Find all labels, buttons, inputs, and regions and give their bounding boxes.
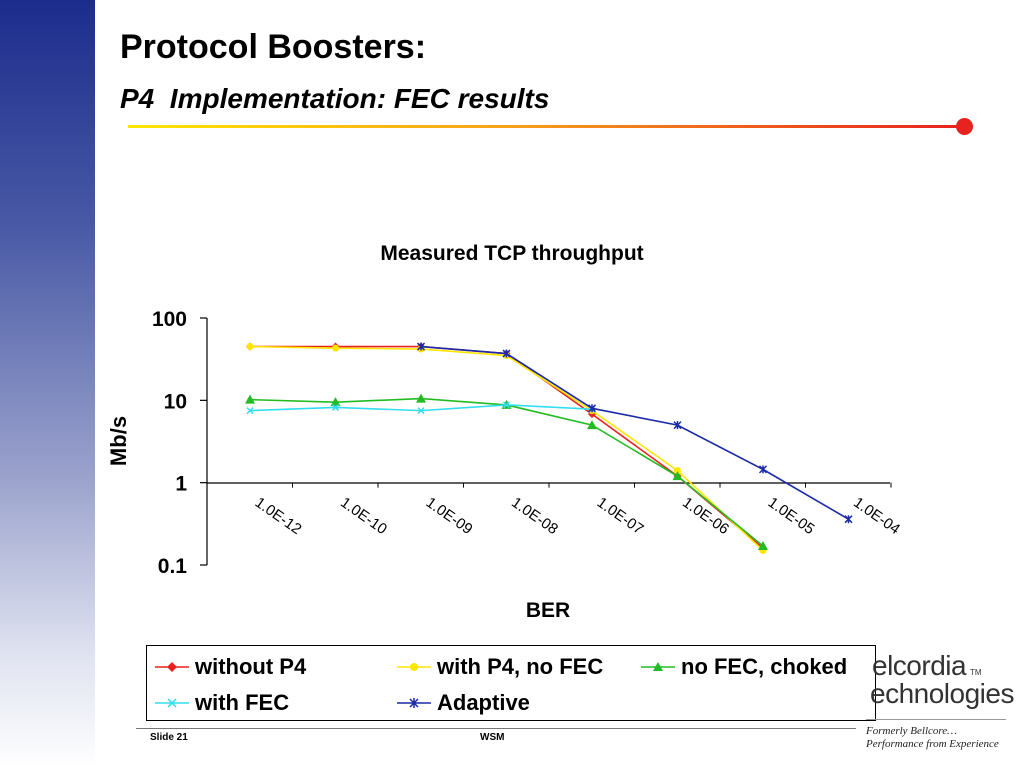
legend-item-no-fec-choked: no FEC, choked (641, 654, 847, 680)
data-point-adaptive (673, 421, 682, 430)
footer-rule (136, 728, 856, 729)
legend-item-with-p4-no-fec: with P4, no FEC (397, 654, 603, 680)
x-tick-label: 1.0E-05 (765, 494, 818, 538)
title-underline-dot (956, 118, 973, 135)
logo-tagline-2: Performance from Experience (866, 738, 999, 750)
series-line-with-p4-no-fec (249, 345, 764, 552)
data-point-with-p4-no-fec (246, 343, 254, 351)
chart-title: Measured TCP throughput (380, 242, 643, 265)
title-underline (128, 125, 963, 128)
data-point-no-fec-choked (672, 471, 683, 481)
legend-label: no FEC, choked (681, 654, 848, 679)
legend-label: Adaptive (437, 690, 530, 715)
data-point-adaptive (502, 349, 511, 358)
legend-item-adaptive: Adaptive (397, 690, 530, 716)
series-line-without-p4 (250, 345, 764, 549)
data-point-no-fec-choked (758, 541, 768, 551)
logo-trademark: TM (970, 668, 982, 677)
y-tick-label: 100 (152, 308, 187, 331)
legend-label: with FEC (195, 690, 290, 715)
logo-line-2: echnologies (870, 678, 1014, 709)
data-point-adaptive (416, 342, 426, 351)
slide-subtitle: P4 Implementation: FEC results (120, 83, 550, 114)
data-point-with-fec (502, 401, 511, 409)
chart-legend: without P4 with P4, no FEC no FEC, choke… (146, 645, 876, 721)
legend-marker-adaptive (397, 698, 431, 708)
legend-marker-without-p4 (155, 662, 189, 672)
x-tick-label: 1.0E-09 (423, 494, 476, 538)
data-point-no-fec-choked (245, 394, 255, 404)
legend-label: without P4 (195, 654, 307, 679)
legend-item-with-fec: with FEC (155, 690, 289, 716)
data-point-with-p4-no-fec (332, 344, 339, 352)
logo-tagline-1: Formerly Bellcore… (866, 725, 957, 737)
logo-divider (866, 719, 1006, 720)
y-tick-label: 10 (164, 390, 187, 413)
x-axis-label: BER (526, 599, 570, 622)
x-tick-label: 1.0E-12 (252, 494, 305, 538)
x-tick-label: 1.0E-10 (337, 494, 390, 538)
legend-marker-no-fec-choked (641, 662, 675, 671)
x-tick-label: 1.0E-07 (594, 494, 647, 538)
data-point-with-p4-no-fec (674, 467, 681, 475)
data-point-adaptive (844, 515, 853, 524)
y-axis-label: Mb/s (106, 416, 131, 466)
data-point-no-fec-choked (330, 397, 341, 407)
y-tick-label: 0.1 (158, 555, 188, 578)
data-point-adaptive (758, 465, 768, 474)
series-line-adaptive (420, 345, 849, 520)
footer-center-label: WSM (480, 732, 505, 743)
data-point-with-fec (246, 407, 254, 415)
data-point-with-fec (417, 407, 425, 415)
data-point-with-fec (331, 403, 340, 411)
data-point-no-fec-choked (587, 420, 597, 430)
legend-marker-with-fec (155, 698, 189, 708)
legend-label: with P4, no FEC (437, 654, 604, 679)
series-line-no-fec-choked (249, 397, 764, 547)
legend-marker-with-p4-no-fec (397, 663, 431, 671)
data-point-no-fec-choked (416, 393, 426, 403)
side-gradient-bar (0, 0, 95, 768)
data-point-adaptive (587, 404, 597, 413)
legend-item-without-p4: without P4 (155, 654, 306, 680)
x-tick-label: 1.0E-04 (850, 494, 903, 538)
slide-title: Protocol Boosters: (120, 28, 427, 66)
logo-line-1: elcordia (872, 650, 967, 681)
footer-slide-number: Slide 21 (150, 732, 188, 743)
x-tick-label: 1.0E-08 (508, 494, 561, 538)
y-tick-label: 1 (175, 473, 187, 496)
